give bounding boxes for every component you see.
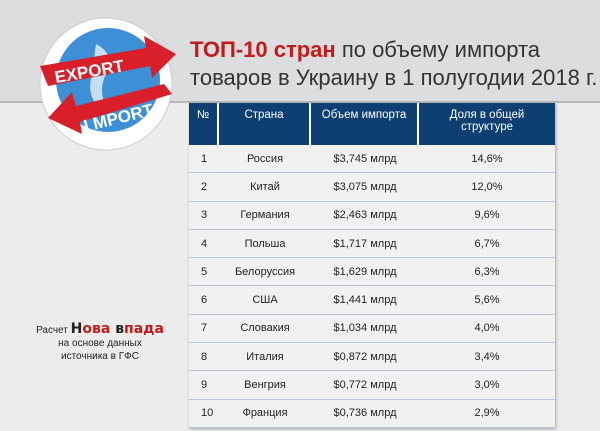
cell-country: Россия xyxy=(219,145,311,174)
page-title: ТОП-10 стран по объему импорта товаров в… xyxy=(190,36,597,92)
credit-line2: на основе данных xyxy=(58,338,142,349)
title-highlight: ТОП-10 стран xyxy=(190,37,336,62)
table-row: 10 Франция $0,736 млрд 2,9% xyxy=(189,399,555,428)
cell-country: Китай xyxy=(219,173,311,202)
table-row: 5 Белоруссия $1,629 млрд 6,3% xyxy=(189,258,555,287)
cell-share: 6,7% xyxy=(419,229,555,259)
cell-volume: $3,075 млрд xyxy=(311,173,419,202)
cell-volume: $1,441 млрд xyxy=(311,286,419,315)
cell-volume: $0,772 млрд xyxy=(311,371,419,400)
col-header-share: Доля в общей структуре xyxy=(419,103,555,145)
credit-line3: источника в ГФС xyxy=(61,351,139,362)
table-row: 2 Китай $3,075 млрд 12,0% xyxy=(189,173,555,202)
cell-volume: $1,034 млрд xyxy=(311,314,419,344)
cell-number: 10 xyxy=(189,399,219,428)
cell-share: 4,0% xyxy=(419,314,555,344)
cell-share: 5,6% xyxy=(419,286,555,315)
cell-share: 2,9% xyxy=(419,399,555,428)
table-row: 9 Венгрия $0,772 млрд 3,0% xyxy=(189,371,555,400)
col-header-country: Страна xyxy=(219,103,311,145)
cell-number: 7 xyxy=(189,314,219,344)
cell-volume: $0,736 млрд xyxy=(311,399,419,428)
cell-country: Франция xyxy=(219,399,311,428)
cell-share: 12,0% xyxy=(419,173,555,202)
cell-share: 3,0% xyxy=(419,371,555,400)
cell-volume: $1,629 млрд xyxy=(311,258,419,287)
cell-country: Венгрия xyxy=(219,371,311,400)
cell-volume: $3,745 млрд xyxy=(311,145,419,174)
col-header-number: № xyxy=(189,103,219,145)
table-row: 7 Словакия $1,034 млрд 4,0% xyxy=(189,314,555,344)
cell-volume: $0,872 млрд xyxy=(311,343,419,372)
cell-volume: $1,717 млрд xyxy=(311,229,419,259)
import-table: № Страна Объем импорта Доля в общей стру… xyxy=(189,103,555,428)
cell-number: 9 xyxy=(189,371,219,400)
cell-country: Германия xyxy=(219,201,311,230)
credit-prefix: Расчет xyxy=(36,325,71,336)
cell-number: 3 xyxy=(189,201,219,230)
table-row: 6 США $1,441 млрд 5,6% xyxy=(189,286,555,315)
table-row: 4 Польша $1,717 млрд 6,7% xyxy=(189,229,555,259)
cell-number: 6 xyxy=(189,286,219,315)
cell-number: 1 xyxy=(189,145,219,174)
title-line1: по объему импорта xyxy=(335,37,541,62)
cell-country: Италия xyxy=(219,343,311,372)
cell-country: Словакия xyxy=(219,314,311,344)
table-row: 3 Германия $2,463 млрд 9,6% xyxy=(189,201,555,230)
cell-number: 2 xyxy=(189,173,219,202)
cell-share: 9,6% xyxy=(419,201,555,230)
cell-volume: $2,463 млрд xyxy=(311,201,419,230)
cell-country: Белоруссия xyxy=(219,258,311,287)
cell-share: 6,3% xyxy=(419,258,555,287)
table-row: 8 Италия $0,872 млрд 3,4% xyxy=(189,343,555,372)
cell-share: 3,4% xyxy=(419,343,555,372)
cell-number: 8 xyxy=(189,343,219,372)
brand-logo: Нова впада xyxy=(70,321,164,337)
col-header-volume: Объем импорта xyxy=(311,103,419,145)
source-credit: Расчет Нова впада на основе данных источ… xyxy=(30,321,170,363)
cell-country: США xyxy=(219,286,311,315)
cell-country: Польша xyxy=(219,229,311,259)
cell-number: 4 xyxy=(189,229,219,259)
cell-share: 14,6% xyxy=(419,145,555,174)
export-import-globe-logo: EXPORT I MPORT xyxy=(39,17,176,151)
title-line2: товаров в Украину в 1 полугодии 2018 г. xyxy=(190,65,598,90)
cell-number: 5 xyxy=(189,258,219,287)
table-row: 1 Россия $3,745 млрд 14,6% xyxy=(189,145,555,174)
